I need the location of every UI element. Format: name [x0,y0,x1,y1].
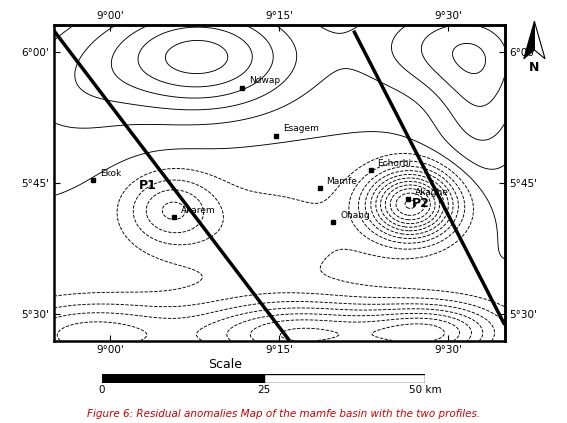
Text: Scale: Scale [208,358,242,371]
Text: Esagem: Esagem [282,124,319,132]
Text: Echorbi: Echorbi [377,159,411,168]
Text: Mamfe: Mamfe [327,177,357,186]
Bar [264,374,425,383]
Text: 0: 0 [99,385,105,395]
Text: Ndwap: Ndwap [249,76,280,85]
Text: N: N [529,61,540,74]
Text: 50 km: 50 km [409,385,442,395]
Text: Ohang: Ohang [340,211,370,220]
Text: Akarem: Akarem [181,206,216,215]
Bar [102,374,264,383]
Text: Figure 6: Residual anomalies Map of the mamfe basin with the two profiles.: Figure 6: Residual anomalies Map of the … [87,409,480,419]
Text: Ekok: Ekok [100,169,121,178]
Polygon shape [524,21,534,59]
Text: P1: P1 [138,179,156,192]
Polygon shape [534,21,545,59]
Text: P2: P2 [412,198,430,211]
Text: 25: 25 [257,385,270,395]
Text: Akaghe: Akaghe [414,188,448,197]
